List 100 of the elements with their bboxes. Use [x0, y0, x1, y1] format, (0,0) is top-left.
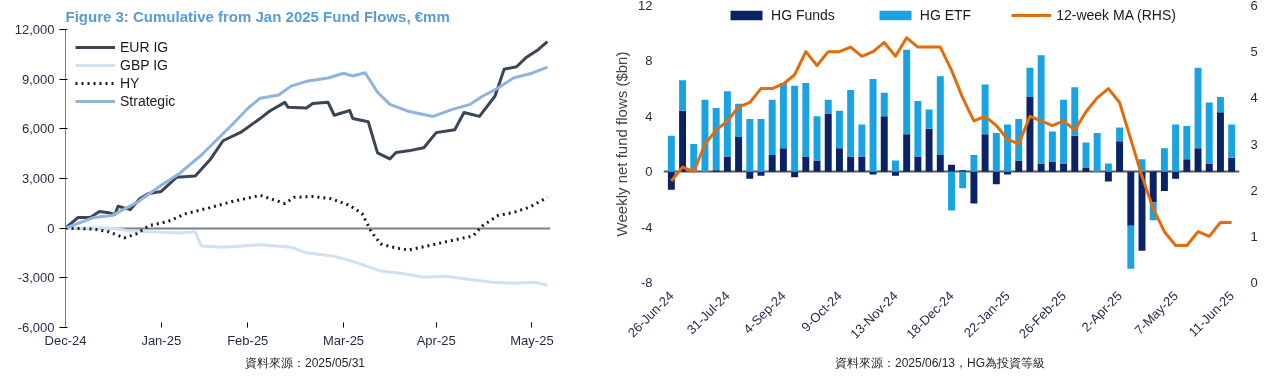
- line-series: [65, 226, 549, 287]
- y2-tick-label: 0: [1250, 275, 1258, 290]
- bar: [746, 171, 754, 179]
- x-tick-label: Feb-25: [227, 332, 269, 348]
- legend-label: HG Funds: [771, 7, 835, 23]
- y-tick-label: 3,000: [21, 171, 55, 186]
- bar: [1015, 160, 1023, 172]
- bar: [1183, 159, 1191, 172]
- source-note: 資料來源：2025/05/31: [244, 355, 366, 372]
- y-tick-label: -6,000: [17, 320, 55, 335]
- bar: [701, 99, 709, 172]
- bar: [1172, 171, 1180, 179]
- x-tick-label: May-25: [510, 332, 554, 348]
- bar: [1093, 132, 1101, 172]
- bar: [735, 137, 743, 172]
- bar: [1205, 163, 1213, 172]
- bar: [981, 84, 989, 135]
- bar: [992, 171, 1000, 185]
- bar: [891, 171, 899, 176]
- bar: [970, 171, 978, 204]
- bar: [1194, 148, 1202, 172]
- bar: [1048, 131, 1056, 163]
- bar: [1149, 171, 1157, 203]
- bar: [869, 78, 877, 172]
- bar: [880, 116, 888, 172]
- bar: [880, 92, 888, 117]
- bar: [948, 171, 955, 211]
- bar: [723, 91, 731, 157]
- bar: [1004, 124, 1012, 172]
- bar: [858, 124, 866, 157]
- y2-tick-label: 1: [1250, 228, 1258, 244]
- bar: [1160, 171, 1168, 192]
- bar: [768, 155, 776, 172]
- y-tick-label: -3,000: [17, 270, 55, 286]
- bar: [779, 148, 787, 172]
- y2-tick-label: 4: [1250, 90, 1258, 106]
- legend-label: 12-week MA (RHS): [1056, 7, 1176, 23]
- bar: [1060, 99, 1068, 164]
- bar: [925, 109, 933, 129]
- bar: [992, 132, 1000, 172]
- bar: [925, 128, 933, 172]
- legend-label: EUR IG: [120, 39, 169, 55]
- bar: [723, 156, 731, 172]
- bar: [802, 83, 810, 157]
- y2-tick-label: 2: [1250, 182, 1258, 198]
- y2-tick-label: 6: [1250, 0, 1258, 13]
- bar: [1160, 148, 1168, 172]
- chart-title: Figure 3: Cumulative from Jan 2025 Fund Flows, €mm: [65, 7, 450, 25]
- y-tick-label: 9,000: [21, 71, 55, 87]
- x-tick-label: Dec-24: [44, 332, 87, 348]
- bar: [1048, 162, 1056, 172]
- y-tick-label: 0: [645, 164, 653, 180]
- y-tick-label: 0: [47, 220, 55, 236]
- bar: [1172, 124, 1180, 172]
- source-note: 資料來源：2025/06/13，HG為投資等級: [834, 355, 1046, 372]
- bar: [903, 134, 911, 172]
- bar: [835, 148, 843, 172]
- bar: [1026, 96, 1034, 172]
- bar: [824, 113, 832, 172]
- bar: [936, 155, 944, 172]
- bar: [1104, 163, 1112, 172]
- bar: [1116, 127, 1124, 142]
- bar: [1228, 124, 1236, 158]
- bar: [936, 76, 944, 156]
- y-tick-label: 6,000: [21, 121, 55, 137]
- bar: [835, 110, 843, 149]
- bar: [679, 110, 687, 172]
- y-tick-label: 8: [645, 53, 653, 69]
- bar: [891, 160, 899, 172]
- bar: [768, 99, 776, 156]
- bar: [1071, 135, 1079, 172]
- bar: [1216, 96, 1224, 113]
- y-tick-label: 12,000: [14, 22, 55, 37]
- bar: [1116, 141, 1124, 172]
- y-tick-label: -4: [640, 219, 653, 235]
- bar: [1104, 171, 1112, 182]
- bar: [1071, 87, 1079, 136]
- y2-tick-label: 5: [1250, 44, 1258, 60]
- bar: [1183, 126, 1191, 160]
- bar: [959, 171, 967, 189]
- legend-label: HG ETF: [919, 7, 972, 23]
- bar: [1060, 163, 1068, 172]
- y-tick-label: 12: [638, 0, 653, 13]
- bar: [1194, 67, 1202, 149]
- bar: [903, 49, 911, 135]
- bar: [1037, 55, 1045, 164]
- bar: [712, 107, 720, 171]
- bar: [746, 119, 754, 172]
- bar: [948, 164, 955, 172]
- bar: [667, 135, 675, 172]
- y-tick-label: -8: [640, 275, 653, 290]
- bar: [791, 85, 799, 172]
- x-tick-label: Apr-25: [416, 332, 456, 348]
- bar: [1216, 112, 1224, 172]
- y2-tick-label: 3: [1250, 136, 1258, 152]
- x-tick-label: Jan-25: [141, 332, 182, 348]
- bar: [858, 156, 866, 172]
- bar: [779, 83, 787, 149]
- bar: [679, 80, 687, 111]
- bar: [1127, 171, 1135, 226]
